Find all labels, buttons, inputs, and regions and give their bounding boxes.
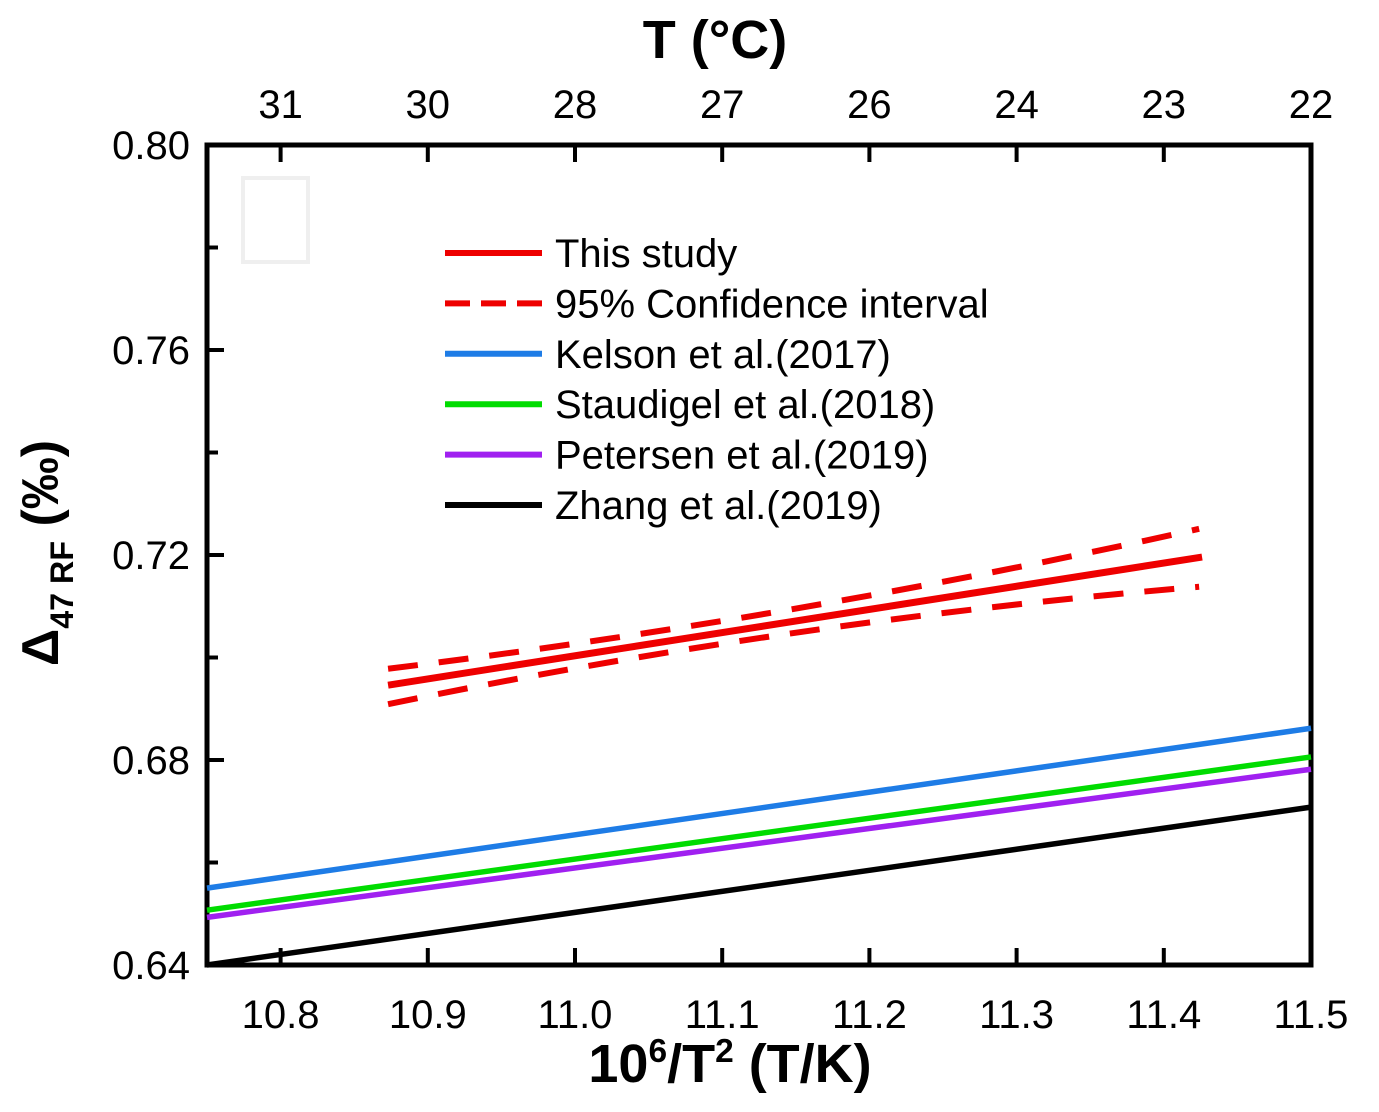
- series-staudigel-2018: [206, 754, 1312, 913]
- x-axis-tick-label: 11.1: [685, 993, 760, 1037]
- top-axis-tick-label: 30: [406, 83, 451, 127]
- x-axis-tick-label: 10.8: [242, 993, 320, 1037]
- ghost-box: [241, 176, 310, 264]
- legend-label-4: Petersen et al.(2019): [555, 434, 929, 478]
- y-axis-title-text: (‰): [12, 440, 70, 541]
- x-axis-title-sup: 6: [648, 1033, 667, 1070]
- top-axis-tick-label: 23: [1142, 83, 1187, 127]
- top-axis-tick-label: 27: [700, 83, 745, 127]
- x-axis-tick-label: 11.0: [538, 993, 613, 1037]
- legend-label-3: Staudigel et al.(2018): [555, 383, 935, 427]
- x-axis-tick-label: 11.2: [832, 993, 907, 1037]
- series-this-study: [387, 553, 1203, 689]
- x-axis-tick-label: 11.5: [1274, 993, 1349, 1037]
- legend-label-0: This study: [555, 232, 737, 276]
- series-zhang-2019: [206, 804, 1312, 968]
- x-axis-tick-label: 10.9: [389, 993, 467, 1037]
- x-axis-tick-label: 11.3: [979, 993, 1054, 1037]
- y-axis-tick-label: 0.68: [112, 739, 190, 783]
- y-axis-tick-label: 0.80: [112, 124, 190, 168]
- top-axis-tick-label: 26: [847, 83, 892, 127]
- top-axis-tick-label: 24: [994, 83, 1039, 127]
- top-axis-title: T (°C): [643, 10, 788, 70]
- top-axis-tick-label: 31: [258, 83, 303, 127]
- y-axis-tick-label: 0.76: [112, 329, 190, 373]
- x-axis-title-text: /T: [667, 1034, 715, 1094]
- y-axis-title: Δ47 RF (‰): [12, 440, 80, 666]
- x-axis-title-text: (T/K): [734, 1034, 872, 1094]
- y-axis-tick-label: 0.72: [112, 534, 190, 578]
- x-axis-title-text: 10: [588, 1034, 648, 1094]
- legend-label-2: Kelson et al.(2017): [555, 333, 891, 377]
- y-axis-title-sub: 47 RF: [44, 541, 80, 629]
- x-axis-title: 106/T2 (T/K): [588, 1033, 871, 1094]
- y-axis-title-text: Δ: [12, 629, 70, 666]
- x-axis-tick-label: 11.4: [1126, 993, 1201, 1037]
- x-axis-title-sup: 2: [715, 1033, 734, 1070]
- y-axis-tick-label: 0.64: [112, 944, 190, 988]
- series-ci-upper: [387, 525, 1200, 672]
- series-kelson-2017: [206, 725, 1312, 891]
- series-petersen-2019: [206, 766, 1312, 921]
- top-axis-tick-label: 28: [553, 83, 598, 127]
- top-axis-tick-label: 22: [1289, 83, 1334, 127]
- legend-label-5: Zhang et al.(2019): [555, 484, 882, 528]
- legend-label-1: 95% Confidence interval: [555, 282, 989, 326]
- series-ci-lower: [387, 583, 1200, 708]
